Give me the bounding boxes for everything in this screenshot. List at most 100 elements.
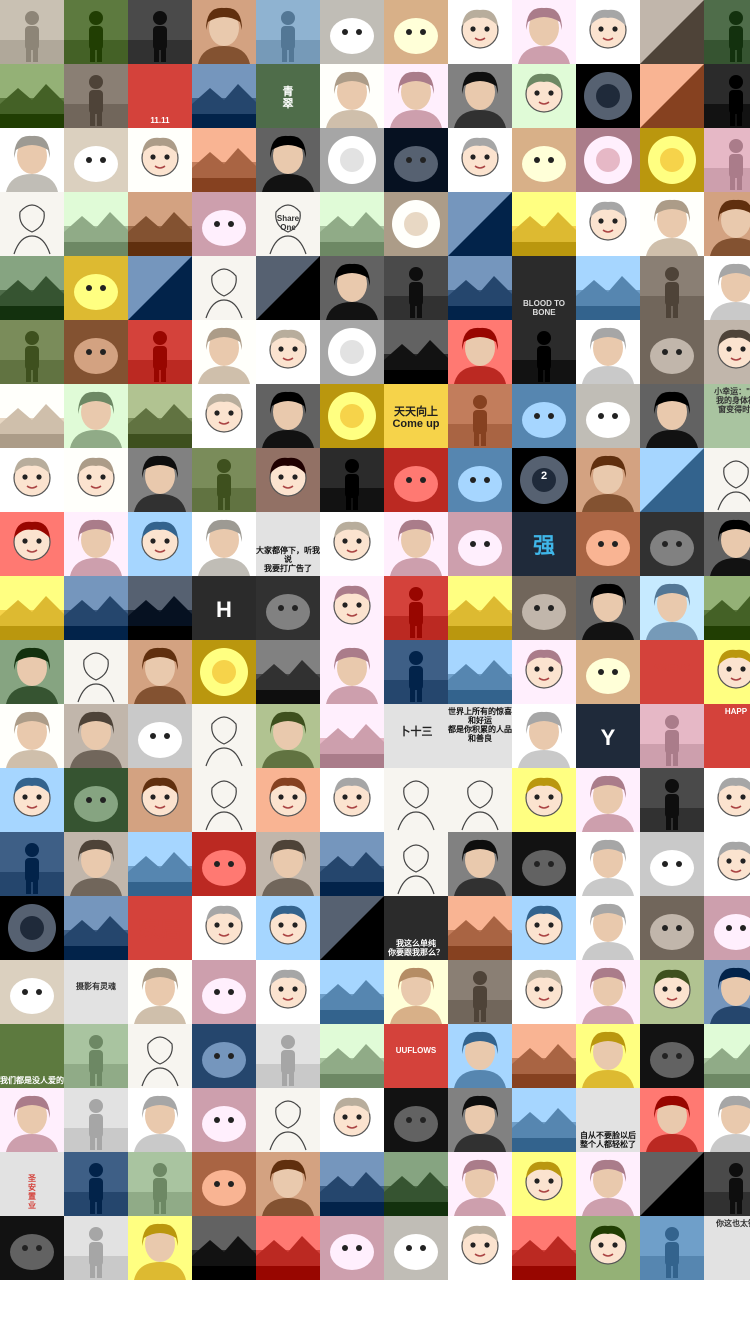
avatar-tile[interactable]	[192, 768, 256, 832]
avatar-tile[interactable]	[0, 896, 64, 960]
avatar-tile[interactable]	[256, 896, 320, 960]
avatar-tile[interactable]	[576, 1216, 640, 1280]
avatar-tile[interactable]	[576, 640, 640, 704]
avatar-tile[interactable]	[192, 1216, 256, 1280]
avatar-tile[interactable]	[0, 576, 64, 640]
avatar-tile[interactable]	[576, 192, 640, 256]
avatar-tile[interactable]	[128, 384, 192, 448]
avatar-tile[interactable]	[640, 320, 704, 384]
avatar-tile[interactable]	[192, 128, 256, 192]
avatar-tile[interactable]	[704, 448, 750, 512]
avatar-tile[interactable]	[704, 960, 750, 1024]
avatar-tile[interactable]	[704, 128, 750, 192]
avatar-tile[interactable]	[640, 512, 704, 576]
avatar-tile[interactable]	[256, 1088, 320, 1152]
avatar-tile[interactable]	[512, 768, 576, 832]
avatar-tile[interactable]	[640, 1152, 704, 1216]
avatar-tile[interactable]	[128, 0, 192, 64]
avatar-tile[interactable]	[0, 0, 64, 64]
avatar-tile[interactable]	[512, 384, 576, 448]
avatar-tile[interactable]	[448, 1216, 512, 1280]
avatar-tile[interactable]	[384, 640, 448, 704]
avatar-tile[interactable]	[576, 320, 640, 384]
avatar-tile[interactable]	[640, 832, 704, 896]
avatar-tile[interactable]	[384, 128, 448, 192]
avatar-tile[interactable]	[256, 640, 320, 704]
avatar-tile[interactable]	[384, 192, 448, 256]
avatar-tile[interactable]: UUFLOWS	[384, 1024, 448, 1088]
avatar-tile[interactable]	[256, 256, 320, 320]
avatar-tile[interactable]: 小幸运："当 我的身体被 窗变得时"	[704, 384, 750, 448]
avatar-tile[interactable]	[192, 512, 256, 576]
avatar-tile[interactable]	[384, 1152, 448, 1216]
avatar-tile[interactable]	[704, 256, 750, 320]
avatar-tile[interactable]	[0, 768, 64, 832]
avatar-tile[interactable]	[192, 64, 256, 128]
avatar-tile[interactable]	[64, 1088, 128, 1152]
avatar-tile[interactable]	[64, 768, 128, 832]
avatar-tile[interactable]	[64, 64, 128, 128]
avatar-tile[interactable]	[576, 64, 640, 128]
avatar-tile[interactable]	[320, 1024, 384, 1088]
avatar-tile[interactable]	[320, 704, 384, 768]
avatar-tile[interactable]	[576, 256, 640, 320]
avatar-tile[interactable]	[192, 0, 256, 64]
avatar-tile[interactable]	[64, 1216, 128, 1280]
avatar-tile[interactable]	[512, 576, 576, 640]
avatar-tile[interactable]	[320, 320, 384, 384]
avatar-tile[interactable]	[448, 640, 512, 704]
avatar-tile[interactable]	[640, 0, 704, 64]
avatar-tile[interactable]	[640, 384, 704, 448]
avatar-tile[interactable]	[448, 576, 512, 640]
avatar-tile[interactable]	[576, 576, 640, 640]
avatar-tile[interactable]	[320, 832, 384, 896]
avatar-tile[interactable]	[320, 768, 384, 832]
avatar-tile[interactable]: 大家都停下，听我说 我要打广告了	[256, 512, 320, 576]
avatar-tile[interactable]	[512, 128, 576, 192]
avatar-tile[interactable]	[704, 0, 750, 64]
avatar-tile[interactable]	[384, 832, 448, 896]
avatar-tile[interactable]	[512, 1024, 576, 1088]
avatar-tile[interactable]	[320, 128, 384, 192]
avatar-tile[interactable]: 11.11	[128, 64, 192, 128]
avatar-tile[interactable]: 卜十三	[384, 704, 448, 768]
avatar-tile[interactable]	[640, 1088, 704, 1152]
avatar-tile[interactable]	[256, 320, 320, 384]
avatar-tile[interactable]	[448, 832, 512, 896]
avatar-tile[interactable]: 强	[512, 512, 576, 576]
avatar-tile[interactable]: Y	[576, 704, 640, 768]
avatar-tile[interactable]	[576, 1024, 640, 1088]
avatar-tile[interactable]	[320, 960, 384, 1024]
avatar-tile[interactable]	[640, 256, 704, 320]
avatar-tile[interactable]	[128, 576, 192, 640]
avatar-tile[interactable]	[256, 384, 320, 448]
avatar-tile[interactable]	[320, 1152, 384, 1216]
avatar-tile[interactable]	[64, 512, 128, 576]
avatar-tile[interactable]	[192, 704, 256, 768]
avatar-tile[interactable]	[0, 192, 64, 256]
avatar-tile[interactable]: 家居	[128, 896, 192, 960]
avatar-tile[interactable]	[320, 0, 384, 64]
avatar-tile[interactable]	[256, 0, 320, 64]
avatar-tile[interactable]	[704, 1024, 750, 1088]
avatar-tile[interactable]: 2	[512, 448, 576, 512]
avatar-tile[interactable]	[448, 1152, 512, 1216]
avatar-tile[interactable]	[192, 1152, 256, 1216]
avatar-tile[interactable]	[448, 192, 512, 256]
avatar-tile[interactable]	[448, 960, 512, 1024]
avatar-tile[interactable]	[448, 1024, 512, 1088]
avatar-tile[interactable]	[576, 768, 640, 832]
avatar-tile[interactable]	[448, 256, 512, 320]
avatar-tile[interactable]	[64, 1024, 128, 1088]
avatar-tile[interactable]	[640, 448, 704, 512]
avatar-tile[interactable]	[192, 192, 256, 256]
avatar-tile[interactable]	[512, 832, 576, 896]
avatar-tile[interactable]	[576, 896, 640, 960]
avatar-tile[interactable]: Share One	[256, 192, 320, 256]
avatar-tile[interactable]	[384, 1216, 448, 1280]
avatar-tile[interactable]	[704, 1088, 750, 1152]
avatar-tile[interactable]	[576, 128, 640, 192]
avatar-tile[interactable]	[256, 128, 320, 192]
avatar-tile[interactable]	[64, 384, 128, 448]
avatar-tile[interactable]	[128, 320, 192, 384]
